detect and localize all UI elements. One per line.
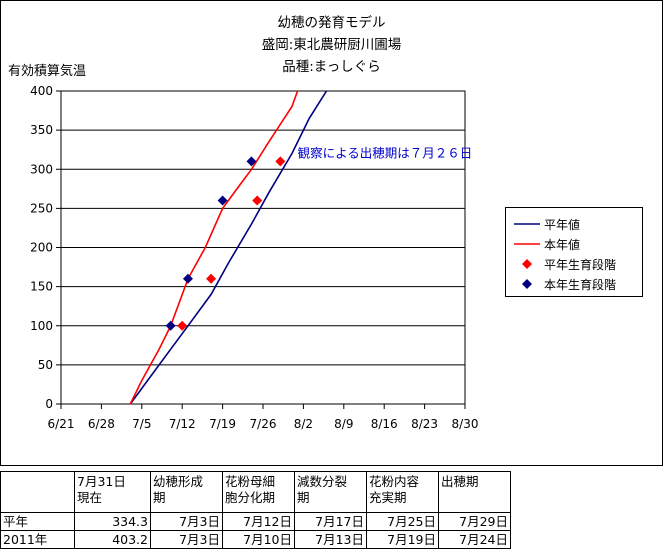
y-tick-label-6: 300 bbox=[30, 162, 53, 176]
x-tick-label-9: 8/23 bbox=[411, 417, 438, 431]
legend-diamond-icon bbox=[522, 259, 532, 269]
legend-label: 平年生育段階 bbox=[544, 258, 617, 272]
x-tick-label-10: 8/30 bbox=[452, 417, 479, 431]
legend-item-1: 本年値 bbox=[506, 235, 642, 253]
chart-plot: 0 50 100 150 200 250 300 350 400 6/21 6/28 7/5 7/12 7… bbox=[30, 84, 479, 431]
y-tick-label-0: 0 bbox=[45, 397, 53, 411]
x-tick-label-0: 6/21 bbox=[48, 417, 75, 431]
series-3-marker-2 bbox=[217, 195, 228, 206]
legend-label: 平年値 bbox=[544, 218, 581, 232]
series-2-marker-2 bbox=[252, 195, 263, 206]
x-tick-label-4: 7/19 bbox=[209, 417, 236, 431]
legend-item-2: 平年生育段階 bbox=[506, 255, 642, 273]
series-3-marker-0 bbox=[165, 320, 176, 331]
series-2-marker-3 bbox=[275, 156, 286, 167]
x-tick-label-3: 7/12 bbox=[169, 417, 196, 431]
annotation-0: 観察による出穂期は７月２６日 bbox=[298, 146, 473, 161]
chart-legend: 平年値本年値平年生育段階 本年生育段階 bbox=[505, 207, 643, 297]
chart-title: 幼穂の発育モデル bbox=[277, 15, 386, 31]
y-tick-label-8: 400 bbox=[30, 84, 53, 98]
legend-label: 本年生育段階 bbox=[544, 278, 617, 292]
x-tick-label-7: 8/9 bbox=[334, 417, 353, 431]
series-2-marker-0 bbox=[177, 320, 188, 331]
x-tick-label-1: 6/28 bbox=[88, 417, 115, 431]
table-cell: 7月24日 bbox=[438, 530, 511, 549]
table-header-cell: 幼穂形成期 bbox=[150, 471, 223, 513]
y-tick-label-5: 250 bbox=[30, 201, 53, 215]
legend-label: 本年値 bbox=[544, 238, 581, 252]
y-tick-label-7: 350 bbox=[30, 123, 53, 137]
y-axis-label: 有効積算気温 bbox=[8, 64, 87, 79]
table-cell: 7月25日 bbox=[366, 512, 439, 531]
legend-line-icon bbox=[514, 223, 540, 225]
table-cell: 7月10日 bbox=[222, 530, 295, 549]
series-3-marker-1 bbox=[182, 273, 193, 284]
x-tick-label-6: 8/2 bbox=[294, 417, 313, 431]
legend-item-0: 平年値 bbox=[506, 215, 642, 233]
table-header-cell: 出穂期 bbox=[438, 471, 511, 513]
table-row: 2011年 403.2 7月3日 7月10日 7月13日 7月19日 7月24日 bbox=[0, 530, 511, 549]
x-tick-label-8: 8/16 bbox=[371, 417, 398, 431]
table-header-cell: 花粉母細 胞分化期 bbox=[222, 471, 295, 513]
chart-subtitle-variety: 品種:まっしぐら bbox=[282, 59, 381, 75]
series-line-1 bbox=[129, 90, 299, 405]
table-cell: 7月3日 bbox=[150, 512, 223, 531]
table-cell: 平年 bbox=[0, 512, 75, 531]
legend-diamond-icon bbox=[522, 279, 532, 289]
stage-table: 7月31日 現在 幼穂形成期花粉母細 胞分化期 減数分裂期花粉内容 充実期 出穂期 平年 334… bbox=[0, 471, 511, 549]
table-header-cell: 減数分裂期 bbox=[294, 471, 367, 513]
table-cell: 7月12日 bbox=[222, 512, 295, 531]
table-header-row: 7月31日 現在 幼穂形成期花粉母細 胞分化期 減数分裂期花粉内容 充実期 出穂期 bbox=[0, 471, 511, 513]
y-tick-label-3: 150 bbox=[30, 280, 53, 294]
x-tick-label-5: 7/26 bbox=[250, 417, 277, 431]
chart-subtitle-location: 盛岡:東北農研厨川圃場 bbox=[261, 37, 402, 53]
y-tick-label-1: 50 bbox=[38, 358, 53, 372]
legend-item-3: 本年生育段階 bbox=[506, 275, 642, 293]
series-line-0 bbox=[129, 90, 328, 405]
series-2-marker-1 bbox=[206, 273, 217, 284]
table-cell: 7月13日 bbox=[294, 530, 367, 549]
table-cell: 7月29日 bbox=[438, 512, 511, 531]
table-cell: 334.3 bbox=[74, 512, 151, 531]
table-cell: 7月3日 bbox=[150, 530, 223, 549]
table-cell: 403.2 bbox=[74, 530, 151, 549]
legend-line-icon bbox=[514, 243, 540, 245]
y-tick-label-2: 100 bbox=[30, 319, 53, 333]
table-cell: 2011年 bbox=[0, 530, 75, 549]
table-cell: 7月19日 bbox=[366, 530, 439, 549]
table-header-cell: 7月31日 現在 bbox=[74, 471, 151, 513]
table-header-cell: 花粉内容 充実期 bbox=[366, 471, 439, 513]
table-row: 平年 334.3 7月3日 7月12日 7月17日 7月25日 7月29日 bbox=[0, 512, 511, 531]
table-cell: 7月17日 bbox=[294, 512, 367, 531]
series-3-marker-3 bbox=[246, 156, 257, 167]
table-header-cell bbox=[0, 471, 75, 513]
x-tick-label-2: 7/5 bbox=[132, 417, 151, 431]
y-tick-label-4: 200 bbox=[30, 241, 53, 255]
